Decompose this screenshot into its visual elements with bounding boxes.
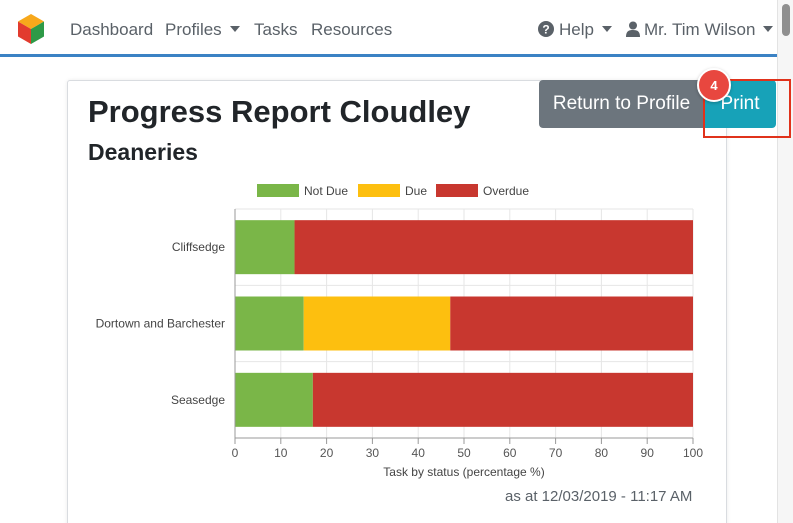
status-bar-chart: Not Due Due Overdue 0 10 20 30 40 50 60 70 80 90 100 C… [96, 184, 703, 479]
report-timestamp: as at 12/03/2019 - 11:17 AM [505, 488, 693, 505]
print-highlight-box [703, 79, 791, 138]
x-tick-label: 0 [232, 446, 239, 460]
nav-tasks[interactable]: Tasks [254, 20, 297, 40]
bar-cliffsedge-not-due [235, 220, 295, 275]
return-to-profile-button[interactable]: Return to Profile [539, 80, 704, 128]
x-tick-label: 70 [549, 446, 563, 460]
legend-label: Not Due [304, 184, 348, 198]
page-title: Progress Report Cloudley [88, 94, 471, 129]
step-badge: 4 [697, 68, 731, 102]
nav-tasks-label: Tasks [254, 20, 298, 39]
bar-seasedge-not-due [235, 372, 313, 427]
bar-seasedge-overdue [312, 372, 693, 427]
y-category-label: Cliffsedge [172, 240, 225, 254]
x-tick-label: 30 [366, 446, 380, 460]
user-icon [626, 21, 640, 37]
x-tick-label: 10 [274, 446, 288, 460]
nav-user-label: Mr. Tim Wilson [644, 20, 756, 39]
legend-swatch-not-due [257, 184, 299, 197]
x-tick-label: 80 [595, 446, 609, 460]
bar-dortown-and-barchester-due [303, 296, 451, 351]
x-tick-label: 100 [683, 446, 703, 460]
x-tick-label: 20 [320, 446, 334, 460]
top-navbar: Dashboard Profiles Tasks Resources ? Hel… [0, 0, 793, 57]
nav-resources-label: Resources [311, 20, 393, 39]
x-tick-label: 60 [503, 446, 517, 460]
chevron-down-icon [763, 25, 774, 32]
y-category-label: Dortown and Barchester [96, 317, 225, 331]
section-title: Deaneries [88, 139, 198, 165]
app-logo-icon[interactable] [16, 13, 46, 45]
nav-dashboard[interactable]: Dashboard [70, 20, 153, 40]
x-tick-label: 40 [412, 446, 426, 460]
legend-swatch-overdue [436, 184, 478, 197]
legend-swatch-due [358, 184, 400, 197]
chevron-down-icon [601, 25, 612, 32]
bar-dortown-and-barchester-overdue [450, 296, 693, 351]
legend-label: Overdue [483, 184, 529, 198]
nav-help-label: Help [559, 20, 594, 39]
nav-dashboard-label: Dashboard [70, 20, 154, 39]
chevron-down-icon [229, 25, 240, 32]
nav-resources[interactable]: Resources [311, 20, 392, 40]
svg-text:?: ? [542, 22, 549, 36]
scrollbar-thumb[interactable] [782, 4, 790, 36]
x-tick-label: 50 [457, 446, 471, 460]
x-tick-label: 90 [641, 446, 655, 460]
nav-help-dropdown[interactable]: ? Help [538, 20, 612, 40]
y-category-label: Seasedge [171, 393, 225, 407]
x-axis-label: Task by status (percentage %) [383, 465, 544, 479]
legend-label: Due [405, 184, 427, 198]
bar-cliffsedge-overdue [294, 220, 693, 275]
nav-user-dropdown[interactable]: Mr. Tim Wilson [626, 20, 774, 40]
nav-profiles-label: Profiles [165, 20, 222, 39]
question-circle-icon: ? [538, 20, 554, 37]
nav-profiles-dropdown[interactable]: Profiles [165, 20, 240, 40]
bar-dortown-and-barchester-not-due [235, 296, 304, 351]
